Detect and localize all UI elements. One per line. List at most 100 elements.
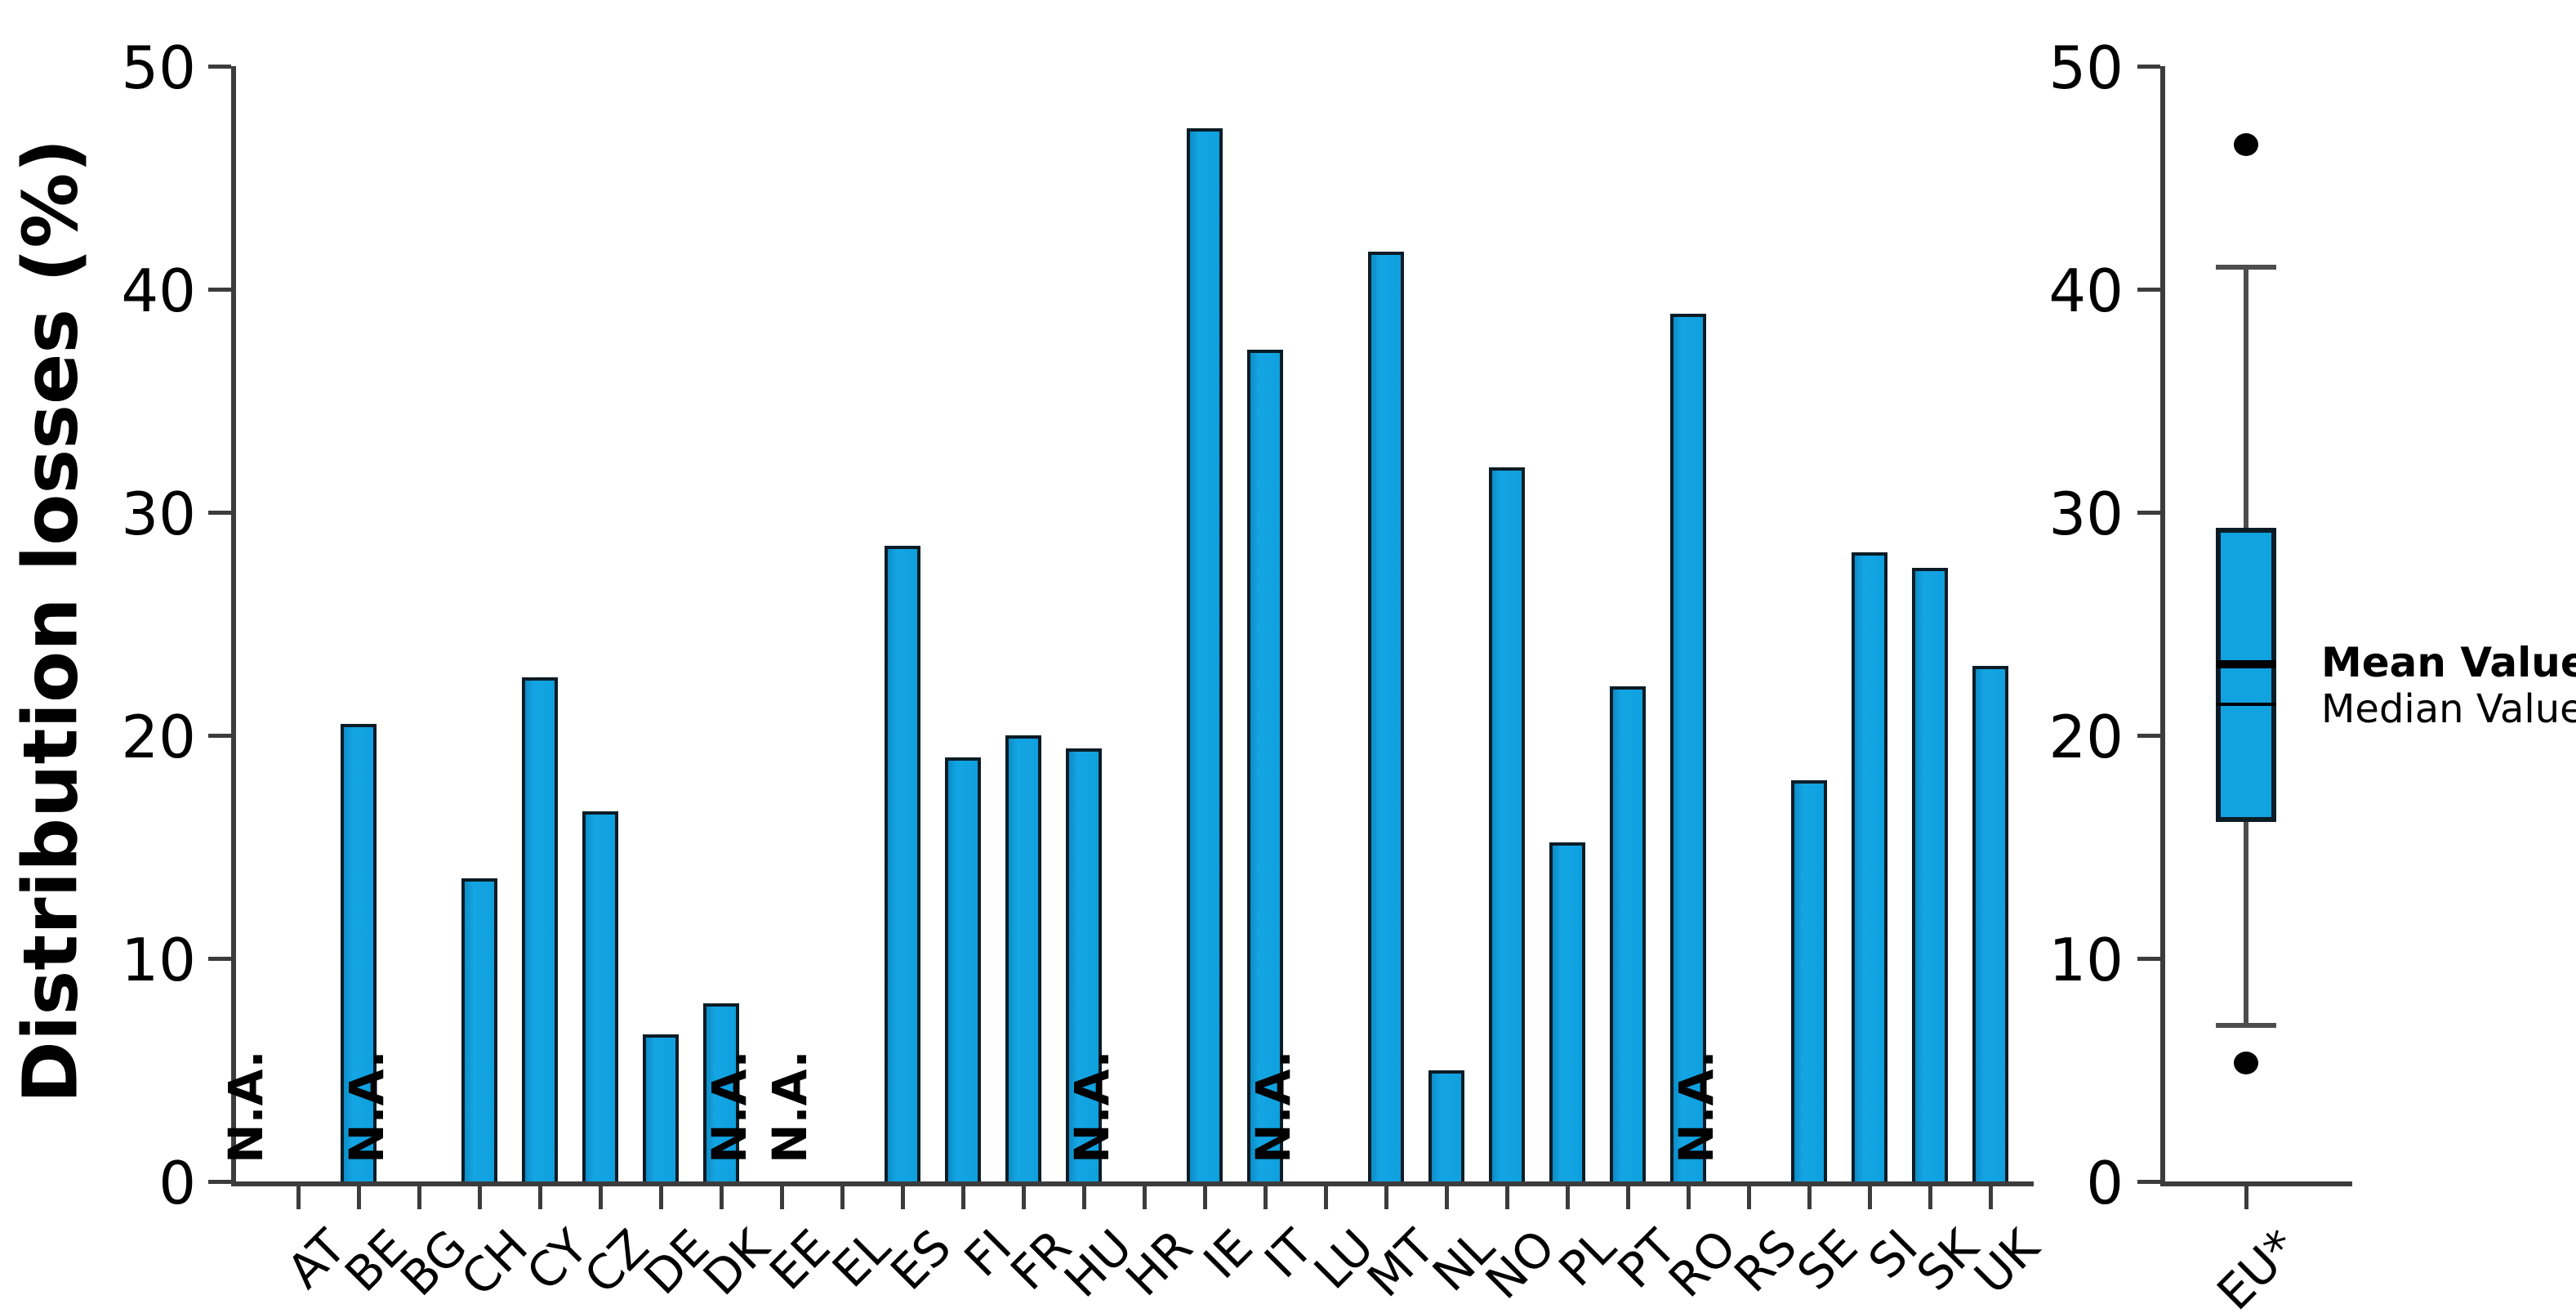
bar-nl	[1428, 1070, 1464, 1181]
bar-be	[341, 724, 377, 1181]
x-tick	[1082, 1186, 1086, 1209]
bar-dk	[703, 1003, 739, 1181]
x-label-uk: UK	[1963, 1218, 2049, 1305]
x-tick	[659, 1186, 663, 1209]
x-label-ie: IE	[1192, 1218, 1263, 1289]
x-tick	[1324, 1186, 1328, 1209]
median-line	[2216, 702, 2276, 706]
lower-whisker	[2244, 822, 2248, 1025]
na-label-el: N.A.	[762, 1050, 818, 1163]
bar-pt	[1610, 686, 1646, 1181]
bar-fr	[1005, 735, 1041, 1181]
upper-whisker-cap	[2216, 264, 2276, 270]
y-tick-label: 20	[121, 703, 196, 771]
na-label-ee: N.A.	[702, 1050, 757, 1163]
y-tick	[208, 957, 231, 961]
x-tick	[1505, 1186, 1509, 1209]
na-label-lu: N.A.	[1246, 1050, 1301, 1163]
x-tick	[1143, 1186, 1147, 1209]
x-tick	[720, 1186, 724, 1209]
x-label-eu: EU*	[2206, 1218, 2308, 1313]
bar-sk	[1912, 568, 1948, 1181]
y-tick	[208, 1180, 231, 1184]
outlier-dot-0	[2234, 132, 2258, 156]
x-label-es: ES	[879, 1218, 961, 1301]
bar-no	[1489, 467, 1525, 1181]
boxplot-y-tick	[2137, 65, 2160, 69]
x-tick	[1384, 1186, 1388, 1209]
x-tick	[780, 1186, 784, 1209]
x-tick	[1747, 1186, 1751, 1209]
x-tick	[478, 1186, 482, 1209]
bar-hu	[1066, 748, 1102, 1181]
na-label-bg: N.A.	[339, 1050, 394, 1163]
boxplot-y-tick-label: 40	[2048, 257, 2124, 325]
mean-line	[2216, 659, 2276, 668]
x-tick	[1203, 1186, 1207, 1209]
bar-si	[1852, 552, 1887, 1181]
na-label-hr: N.A.	[1064, 1050, 1120, 1163]
x-tick	[1989, 1186, 1993, 1209]
y-tick-label: 40	[121, 257, 196, 325]
x-tick	[1868, 1186, 1872, 1209]
x-tick	[538, 1186, 542, 1209]
x-tick	[296, 1186, 301, 1209]
y-tick	[208, 288, 231, 292]
mean-value-label: Mean Value	[2321, 638, 2576, 686]
y-tick-label: 0	[158, 1149, 196, 1217]
bar-ch	[461, 878, 497, 1181]
bar-es	[885, 545, 920, 1181]
boxplot-y-tick-label: 20	[2048, 703, 2124, 771]
y-tick	[208, 511, 231, 515]
outlier-dot-1	[2234, 1052, 2258, 1075]
y-tick	[208, 734, 231, 738]
x-tick	[901, 1186, 905, 1209]
y-tick-label: 30	[121, 480, 196, 548]
bar-se	[1791, 779, 1827, 1181]
upper-whisker	[2244, 266, 2248, 529]
boxplot-y-tick	[2137, 288, 2160, 292]
x-tick	[357, 1186, 361, 1209]
bar-ro	[1670, 314, 1706, 1181]
x-tick	[1445, 1186, 1449, 1209]
bar-pl	[1549, 842, 1585, 1181]
bar-it	[1247, 349, 1283, 1181]
y-axis	[231, 66, 236, 1186]
boxplot-y-tick-label: 30	[2048, 480, 2124, 548]
boxplot-y-axis	[2160, 66, 2165, 1186]
x-tick	[961, 1186, 965, 1209]
x-axis	[231, 1181, 2034, 1186]
iqr-box	[2216, 528, 2276, 823]
lower-whisker-cap	[2216, 1022, 2276, 1028]
boxplot-y-tick-label: 10	[2048, 926, 2124, 994]
bar-cy	[522, 677, 558, 1181]
boxplot-y-tick-label: 0	[2086, 1149, 2124, 1217]
x-tick	[840, 1186, 845, 1209]
x-tick	[1022, 1186, 1026, 1209]
x-label-hr: HR	[1115, 1218, 1203, 1307]
bar-mt	[1368, 251, 1404, 1181]
x-label-se: SE	[1785, 1218, 1868, 1301]
bar-uk	[1972, 666, 2008, 1181]
boxplot-y-tick-label: 50	[2048, 33, 2124, 102]
bar-cz	[582, 811, 618, 1181]
x-tick	[1928, 1186, 1932, 1209]
median-value-label: Median Value	[2321, 686, 2576, 732]
x-tick	[1263, 1186, 1268, 1209]
y-tick-label: 50	[121, 33, 196, 102]
boxplot-y-tick	[2137, 734, 2160, 738]
na-label-rs: N.A.	[1669, 1050, 1724, 1163]
x-tick	[1566, 1186, 1570, 1209]
boxplot-y-tick	[2137, 511, 2160, 515]
y-tick-label: 10	[121, 926, 196, 994]
x-tick	[1687, 1186, 1691, 1209]
na-label-at: N.A.	[218, 1050, 274, 1163]
x-tick	[1807, 1186, 1812, 1209]
y-tick	[208, 65, 231, 69]
boxplot-y-tick	[2137, 957, 2160, 961]
boxplot-x-axis	[2160, 1181, 2352, 1186]
bar-de	[643, 1034, 679, 1181]
boxplot-x-tick	[2244, 1186, 2248, 1209]
x-tick	[599, 1186, 603, 1209]
